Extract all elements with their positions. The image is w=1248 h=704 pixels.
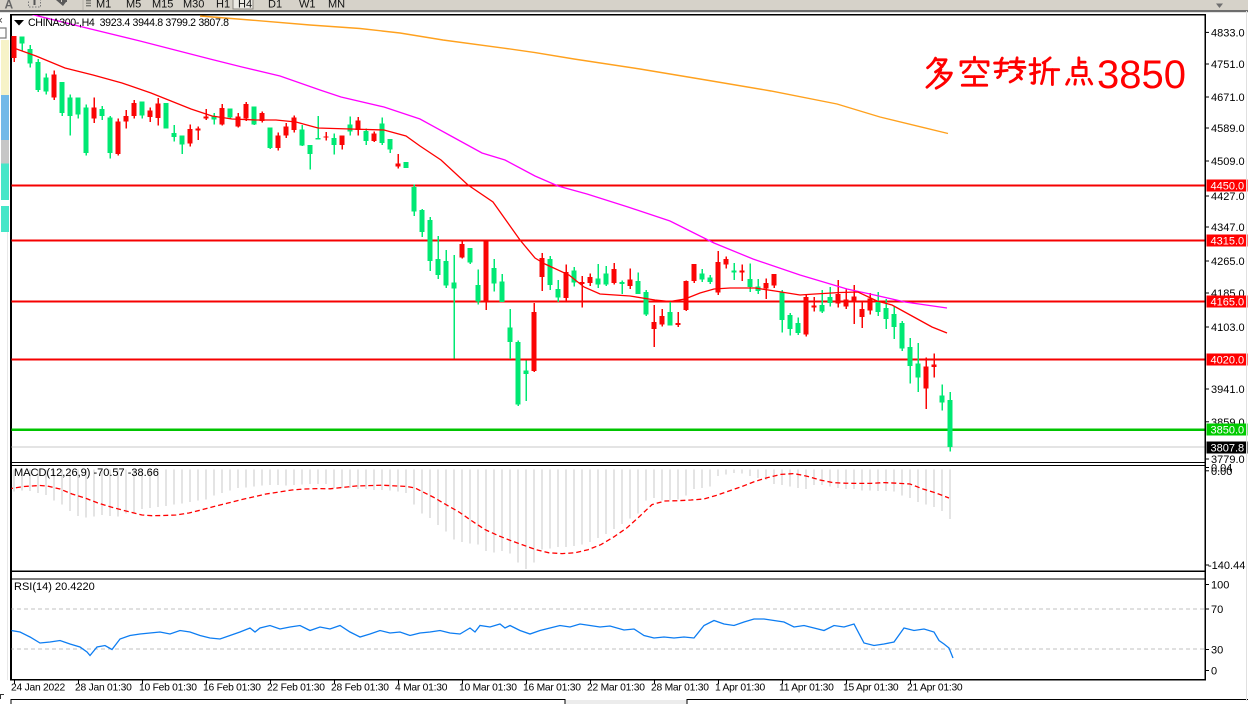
svg-text:RSI(14) 20.4220: RSI(14) 20.4220 [14,581,95,593]
svg-text:10 Feb 01:30: 10 Feb 01:30 [139,683,197,694]
svg-text:3850: 3850 [1097,53,1186,97]
svg-text:4833.0: 4833.0 [1211,27,1245,39]
svg-text:70: 70 [1211,604,1223,616]
svg-text:4103.0: 4103.0 [1211,322,1245,334]
svg-text:M1: M1 [96,0,111,11]
svg-text:4589.0: 4589.0 [1211,123,1245,135]
svg-text:MN: MN [328,0,345,11]
svg-text:A: A [5,0,14,12]
svg-text:M15: M15 [152,0,173,11]
svg-text:0.00: 0.00 [1211,466,1232,478]
svg-text:28 Mar 01:30: 28 Mar 01:30 [651,683,709,694]
svg-text:4020.0: 4020.0 [1211,355,1245,367]
svg-text:10 Mar 01:30: 10 Mar 01:30 [459,683,517,694]
svg-text:0.04: 0.04 [1211,463,1232,475]
svg-text:M5: M5 [126,0,141,11]
svg-text:22 Mar 01:30: 22 Mar 01:30 [587,683,645,694]
svg-text:4265.0: 4265.0 [1211,256,1245,268]
svg-text:-140.44: -140.44 [1208,560,1245,572]
svg-text:21 Apr 01:30: 21 Apr 01:30 [907,683,963,694]
svg-text:×: × [0,15,3,27]
svg-text:H4: H4 [238,0,252,11]
svg-text:28 Feb 01:30: 28 Feb 01:30 [331,683,389,694]
svg-text:D1: D1 [268,0,282,11]
svg-text:4315.0: 4315.0 [1211,236,1245,248]
svg-text:22 Feb 01:30: 22 Feb 01:30 [267,683,325,694]
svg-text:W1: W1 [299,0,316,11]
svg-text:3779.0: 3779.0 [1211,454,1245,466]
svg-text:28 Jan 01:30: 28 Jan 01:30 [75,683,132,694]
svg-text:3850.0: 3850.0 [1211,425,1245,437]
svg-text:3941.0: 3941.0 [1211,384,1245,396]
svg-text:CHINA300-,H4 3923.4 3944.8 37: CHINA300-,H4 3923.4 3944.8 3799.2 3807.8 [28,17,229,29]
svg-text:24 Jan 2022: 24 Jan 2022 [11,683,65,694]
svg-text:30: 30 [1211,645,1223,657]
svg-text:4671.0: 4671.0 [1211,92,1245,104]
svg-text:16 Feb 01:30: 16 Feb 01:30 [203,683,261,694]
svg-text:MACD(12,26,9) -70.57 -38.66: MACD(12,26,9) -70.57 -38.66 [14,467,159,479]
svg-text:11 Apr 01:30: 11 Apr 01:30 [779,683,834,694]
svg-text:4509.0: 4509.0 [1211,156,1245,168]
svg-text:4165.0: 4165.0 [1211,297,1245,309]
svg-text:1 Apr 01:30: 1 Apr 01:30 [715,683,765,694]
svg-text:4427.0: 4427.0 [1211,191,1245,203]
svg-text:4 Mar 01:30: 4 Mar 01:30 [395,683,448,694]
svg-text:4751.0: 4751.0 [1211,59,1245,71]
svg-text:16 Mar 01:30: 16 Mar 01:30 [523,683,581,694]
svg-text:0: 0 [1211,666,1217,678]
svg-text:4347.0: 4347.0 [1211,222,1245,234]
svg-text:100: 100 [1211,580,1229,592]
svg-text:3807.8: 3807.8 [1211,443,1245,455]
svg-text:H1: H1 [216,0,230,11]
svg-text:15 Apr 01:30: 15 Apr 01:30 [843,683,899,694]
svg-text:4450.0: 4450.0 [1211,181,1245,193]
svg-text:M30: M30 [183,0,204,11]
